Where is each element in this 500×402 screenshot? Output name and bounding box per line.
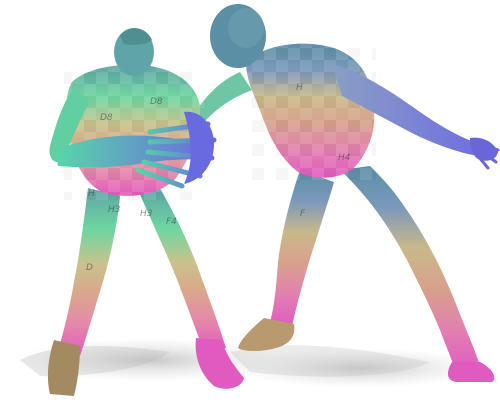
texture-label: D8 xyxy=(150,97,163,107)
figure-left: D8 D8 H3 H3 H F4 D xyxy=(47,28,244,396)
figure-right: H H4 F xyxy=(195,4,500,382)
texture-label: H xyxy=(88,189,95,199)
texture-label: H4 xyxy=(338,153,351,163)
texture-label: H3 xyxy=(108,205,121,215)
texture-label: H3 xyxy=(140,209,153,219)
texture-label: F xyxy=(300,209,306,219)
texture-label: D8 xyxy=(100,113,113,123)
texture-label: H xyxy=(296,83,303,93)
texture-label: F4 xyxy=(166,217,177,227)
texture-label: D xyxy=(86,263,93,273)
